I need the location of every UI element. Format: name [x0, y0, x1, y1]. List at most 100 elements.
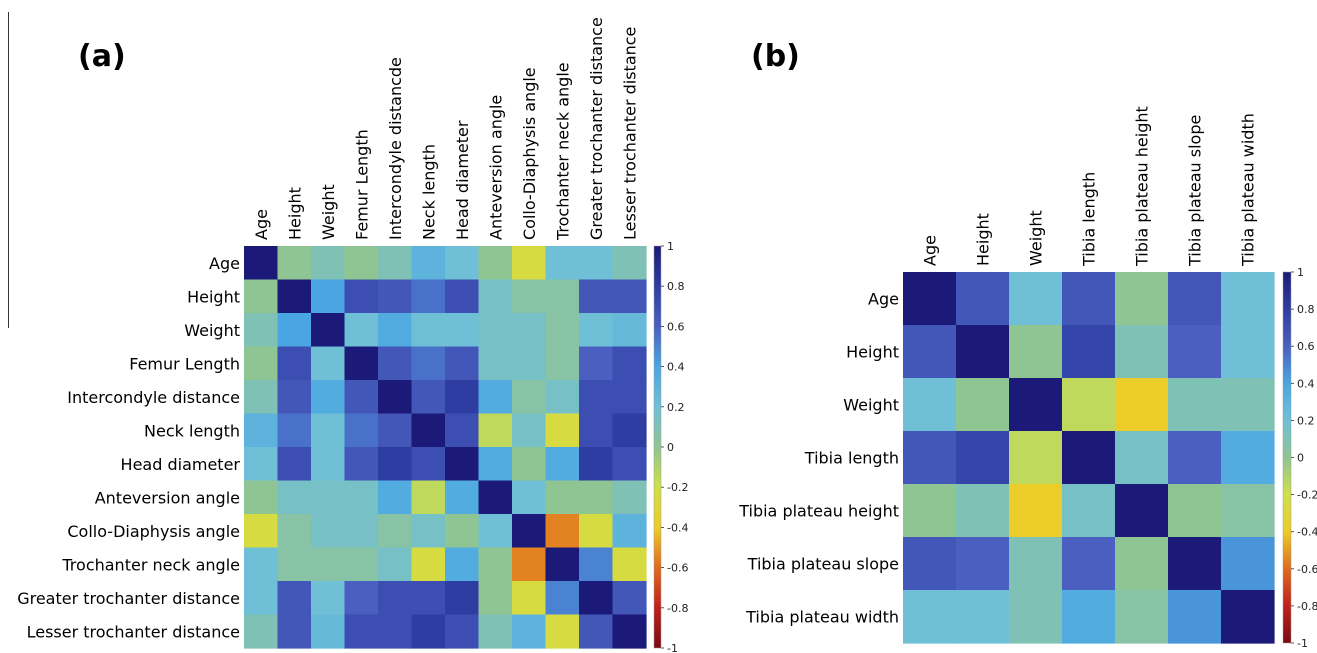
heatmap-cell: [612, 380, 647, 415]
heatmap-cell: [378, 313, 413, 348]
row-label: Head diameter: [121, 455, 241, 474]
heatmap-cell: [1009, 484, 1063, 538]
heatmap-cell: [579, 313, 614, 348]
heatmap-cell: [1221, 484, 1275, 538]
heatmap-cell: [344, 547, 379, 582]
heatmap-cell: [579, 413, 614, 448]
colorbar-tick-label: 0.6: [667, 320, 685, 333]
heatmap-cell: [378, 480, 413, 515]
column-label: Tibia plateau height: [1133, 106, 1152, 267]
heatmap-cell: [1009, 378, 1063, 432]
heatmap-cell: [244, 514, 279, 549]
heatmap-cell: [612, 447, 647, 482]
heatmap-cell: [344, 313, 379, 348]
column-label: Age: [921, 235, 940, 266]
heatmap-cell: [579, 480, 614, 515]
heatmap-cell: [311, 380, 346, 415]
column-label: Neck length: [419, 144, 438, 240]
heatmap-cell: [612, 480, 647, 515]
heatmap-cell: [545, 246, 580, 281]
colorbar-tick-label: 0.6: [1297, 340, 1315, 353]
heatmap-cell: [411, 346, 446, 381]
heatmap-cell: [378, 581, 413, 616]
heatmap-cell: [1062, 272, 1116, 326]
colorbar-tick-label: -1: [1297, 637, 1308, 650]
heatmap-cell: [612, 413, 647, 448]
row-label: Tibia plateau width: [745, 608, 899, 627]
panel-divider-line: [8, 12, 9, 328]
heatmap-cell: [445, 581, 480, 616]
column-label: Height: [285, 187, 304, 240]
heatmap-cell: [478, 480, 513, 515]
heatmap-cell: [1168, 325, 1222, 379]
heatmap-cell: [311, 614, 346, 649]
row-label: Age: [868, 290, 899, 309]
heatmap-cell: [478, 279, 513, 314]
heatmap-cell: [277, 313, 312, 348]
column-label: Weight: [1027, 210, 1046, 266]
column-label: Tibia plateau slope: [1186, 115, 1205, 267]
heatmap-cell: [244, 413, 279, 448]
colorbar-tick-label: 0.8: [1297, 303, 1315, 316]
heatmap-cell: [445, 346, 480, 381]
heatmap-cell: [612, 346, 647, 381]
heatmap-cell: [411, 380, 446, 415]
heatmap-cell: [1062, 431, 1116, 485]
heatmap-cell: [1062, 325, 1116, 379]
heatmap-cell: [1062, 378, 1116, 432]
heatmap-cell: [478, 313, 513, 348]
row-label: Weight: [184, 321, 240, 340]
heatmap-cell: [1168, 484, 1222, 538]
heatmap-cell: [277, 413, 312, 448]
heatmap-cell: [378, 447, 413, 482]
colorbar: [1282, 271, 1292, 644]
column-label: Head diameter: [453, 120, 472, 240]
colorbar-tick-label: -1: [667, 642, 678, 653]
row-label: Tibia length: [804, 449, 899, 468]
heatmap-cell: [445, 480, 480, 515]
heatmap-cell: [445, 279, 480, 314]
heatmap-cell: [478, 380, 513, 415]
row-label: Neck length: [144, 421, 240, 440]
heatmap-cell: [311, 547, 346, 582]
heatmap-cell: [1062, 590, 1116, 644]
heatmap-cell: [579, 346, 614, 381]
heatmap-cell: [244, 581, 279, 616]
column-label: Lesser trochanter distance: [620, 27, 639, 240]
heatmap-cell: [545, 547, 580, 582]
row-label: Femur Length: [129, 354, 240, 373]
heatmap-cell: [1062, 484, 1116, 538]
column-label: Age: [252, 209, 271, 240]
heatmap-cell: [244, 313, 279, 348]
heatmap-cell: [545, 447, 580, 482]
heatmap-cell: [1221, 590, 1275, 644]
heatmap-cell: [1168, 537, 1222, 591]
heatmap-cell: [1168, 590, 1222, 644]
heatmap-cell: [1009, 325, 1063, 379]
heatmap-cell: [445, 614, 480, 649]
heatmap-cell: [1115, 272, 1169, 326]
heatmap-cell: [277, 614, 312, 649]
heatmap-cell: [311, 279, 346, 314]
heatmap-cell: [277, 380, 312, 415]
heatmap-panel-a: Age Height Weight Femur Length Intercondyle …: [17, 17, 688, 653]
row-label: Anteversion angle: [95, 488, 240, 507]
heatmap-cell: [512, 246, 547, 281]
colorbar-tick-label: -0.2: [1297, 489, 1317, 502]
heatmap-cell: [344, 413, 379, 448]
heatmap-cell: [1168, 378, 1222, 432]
heatmap-cell: [311, 447, 346, 482]
heatmap-cell: [244, 279, 279, 314]
heatmap-cell: [411, 614, 446, 649]
row-label: Collo-Diaphysis angle: [67, 522, 240, 541]
heatmap-cell: [411, 514, 446, 549]
heatmap-cell: [411, 279, 446, 314]
heatmap-cell: [344, 581, 379, 616]
heatmap-cell: [512, 547, 547, 582]
heatmap-cell: [411, 313, 446, 348]
heatmap-cell: [1115, 484, 1169, 538]
heatmap-cell: [612, 547, 647, 582]
heatmap-cell: [545, 413, 580, 448]
heatmap-cell: [903, 590, 957, 644]
heatmap-cell: [411, 581, 446, 616]
